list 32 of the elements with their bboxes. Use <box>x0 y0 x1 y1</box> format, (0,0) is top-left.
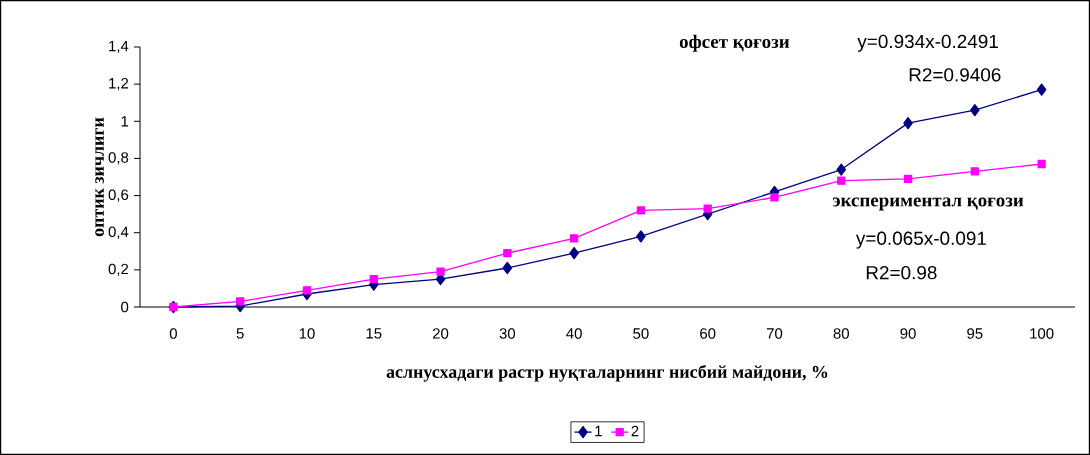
y-tick-label: 1,4 <box>109 40 129 54</box>
x-tick-label: 100 <box>1030 328 1054 339</box>
annotation: y=0.934x-0.2491 <box>857 34 998 52</box>
y-tick-label: 1,2 <box>109 77 129 91</box>
x-tick-label: 60 <box>700 328 716 339</box>
legend-label: 1 <box>595 425 602 437</box>
x-tick-label: 20 <box>432 328 449 339</box>
x-tick-label: 30 <box>499 328 516 339</box>
annotation: y=0.065x-0.091 <box>855 231 986 249</box>
x-tick-label: 10 <box>299 328 315 339</box>
x-tick-label: 0 <box>169 328 177 339</box>
x-tick-label: 5 <box>236 328 244 339</box>
y-tick-label: 0,4 <box>108 226 129 239</box>
annotation: R2=0.98 <box>866 265 937 280</box>
legend-label: 2 <box>631 425 639 437</box>
y-tick-label: 0 <box>121 301 129 313</box>
annotation: офсет қоғози <box>679 34 790 52</box>
y-axis-title: оптик зичлиги <box>95 117 104 237</box>
x-tick-label: 95 <box>967 328 983 339</box>
annotation: экспериментал қоғози <box>832 197 1024 211</box>
y-tick-label: 1 <box>121 116 129 127</box>
x-tick-label: 40 <box>566 328 582 339</box>
y-tick-label: 0,2 <box>108 263 129 277</box>
x-tick-label: 80 <box>833 328 849 339</box>
x-tick-label: 90 <box>900 328 916 339</box>
x-tick-label: 15 <box>366 328 382 339</box>
x-tick-label: 70 <box>766 328 783 339</box>
annotation: R2=0.9406 <box>909 68 1001 82</box>
x-axis-title: аслнусхадаги растр нуқталарнинг нисбий майдони, % <box>386 364 828 382</box>
y-tick-label: 0,6 <box>108 189 129 202</box>
y-tick-label: 0,8 <box>108 152 129 165</box>
x-tick-label: 50 <box>633 328 649 339</box>
